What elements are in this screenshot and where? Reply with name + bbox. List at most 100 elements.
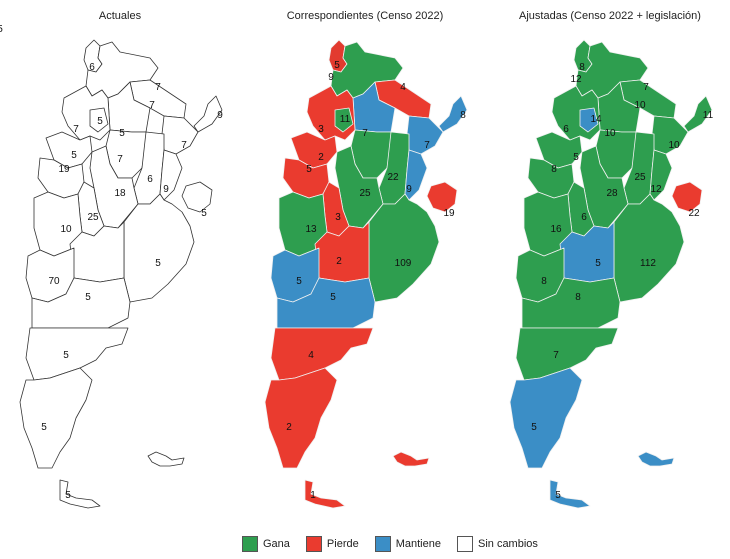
seat-label: 5 <box>330 292 336 303</box>
seat-label: 5 <box>555 490 561 501</box>
seat-label: 5 <box>0 24 3 35</box>
province-misiones <box>193 95 223 133</box>
legend-item-gana: Gana <box>242 536 290 552</box>
seat-label: 6 <box>147 174 153 185</box>
seat-label: 10 <box>634 100 646 111</box>
seat-label: 13 <box>305 224 317 235</box>
seat-label: 70 <box>48 276 60 287</box>
legend-label-mantiene: Mantiene <box>395 538 441 550</box>
legend-swatch-sin-cambios <box>456 536 473 552</box>
seat-label: 10 <box>668 140 680 151</box>
legend-label-sin-cambios: Sin cambios <box>477 538 538 550</box>
province-entrerios <box>649 149 673 201</box>
seat-label: 6 <box>89 62 95 73</box>
seat-label: 11 <box>340 114 351 125</box>
seat-label: 12 <box>570 74 582 85</box>
seat-label: 10 <box>604 128 616 139</box>
seat-label: 5 <box>119 128 125 139</box>
seat-label: 22 <box>688 208 700 219</box>
seat-label: 5 <box>201 208 207 219</box>
seat-label: 8 <box>579 62 585 73</box>
seat-label: 18 <box>114 188 126 199</box>
panel-title-actuales: Actuales <box>98 10 142 22</box>
seat-label: 5 <box>595 258 601 269</box>
seat-label: 5 <box>71 150 77 161</box>
legend-label-gana: Gana <box>263 538 290 550</box>
seat-label: 28 <box>606 188 618 199</box>
legend-swatch-mantiene <box>374 536 391 552</box>
legend-item-sin-cambios: Sin cambios <box>456 536 538 552</box>
seat-label: 7 <box>149 100 155 111</box>
province-tucuman <box>334 107 354 133</box>
seat-label: 8 <box>460 110 466 121</box>
province-caba <box>181 181 213 213</box>
seat-label: 5 <box>65 490 71 501</box>
province-tucuman <box>89 107 109 133</box>
province-bsas <box>613 193 685 303</box>
panel-title-ajustadas: Ajustadas (Censo 2022 + legislación) <box>519 10 701 22</box>
seat-label: 5 <box>573 152 579 163</box>
province-tucuman <box>579 107 599 133</box>
seat-label: 8 <box>575 292 581 303</box>
seat-label: 3 <box>335 212 341 223</box>
province-malvinas <box>637 451 675 467</box>
seat-label: 22 <box>387 172 399 183</box>
province-malvinas <box>147 451 185 467</box>
seat-label: 5 <box>296 276 302 287</box>
seat-label: 7 <box>643 82 649 93</box>
seat-label: 19 <box>58 164 70 175</box>
seat-label: 7 <box>424 140 430 151</box>
seat-label: 9 <box>163 184 169 195</box>
seat-label: 16 <box>550 224 562 235</box>
province-corrientes <box>161 115 199 155</box>
seat-label: 9 <box>406 184 412 195</box>
seat-label: 1 <box>310 490 316 501</box>
seat-label: 7 <box>553 350 559 361</box>
seat-label: 5 <box>63 350 69 361</box>
province-tdf <box>304 479 346 509</box>
seat-label: 5 <box>334 60 340 71</box>
legend: Gana Pierde Mantiene Sin cambios <box>242 536 538 552</box>
province-santacruz <box>19 367 93 469</box>
seat-label: 4 <box>400 82 406 93</box>
seat-label: 25 <box>87 212 99 223</box>
seat-label: 2 <box>318 152 324 163</box>
legend-swatch-gana <box>242 536 258 552</box>
province-tdf <box>59 479 101 509</box>
seat-label: 7 <box>181 140 187 151</box>
province-bsas <box>123 193 195 303</box>
seat-label: 6 <box>581 212 587 223</box>
seat-label: 8 <box>541 276 547 287</box>
seat-label: 5 <box>155 258 161 269</box>
seat-label: 5 <box>41 422 47 433</box>
seat-label: 10 <box>60 224 72 235</box>
province-santacruz <box>509 367 583 469</box>
province-caba <box>426 181 458 213</box>
province-bsas <box>368 193 440 303</box>
legend-item-mantiene: Mantiene <box>374 536 441 552</box>
province-caba <box>671 181 703 213</box>
province-entrerios <box>159 149 183 201</box>
seat-label: 9 <box>217 110 223 121</box>
seat-label: 4 <box>308 350 314 361</box>
seat-label: 3 <box>318 124 324 135</box>
seat-label: 5 <box>306 164 312 175</box>
seat-label: 7 <box>362 128 368 139</box>
seat-label: 12 <box>650 184 662 195</box>
seat-label: 7 <box>73 124 79 135</box>
seat-label: 112 <box>640 258 656 269</box>
seat-label: 19 <box>443 208 455 219</box>
seat-label: 9 <box>328 72 334 83</box>
legend-swatch-pierde <box>305 536 322 552</box>
seat-label: 6 <box>563 124 569 135</box>
seat-label: 2 <box>336 256 342 267</box>
seat-label: 7 <box>117 154 123 165</box>
province-tdf <box>549 479 591 509</box>
seat-label: 2 <box>286 422 292 433</box>
seat-label: 109 <box>395 258 412 269</box>
seat-label: 8 <box>551 164 557 175</box>
panel-title-correspondientes: Correspondientes (Censo 2022) <box>286 10 444 22</box>
legend-label-pierde: Pierde <box>326 538 359 550</box>
